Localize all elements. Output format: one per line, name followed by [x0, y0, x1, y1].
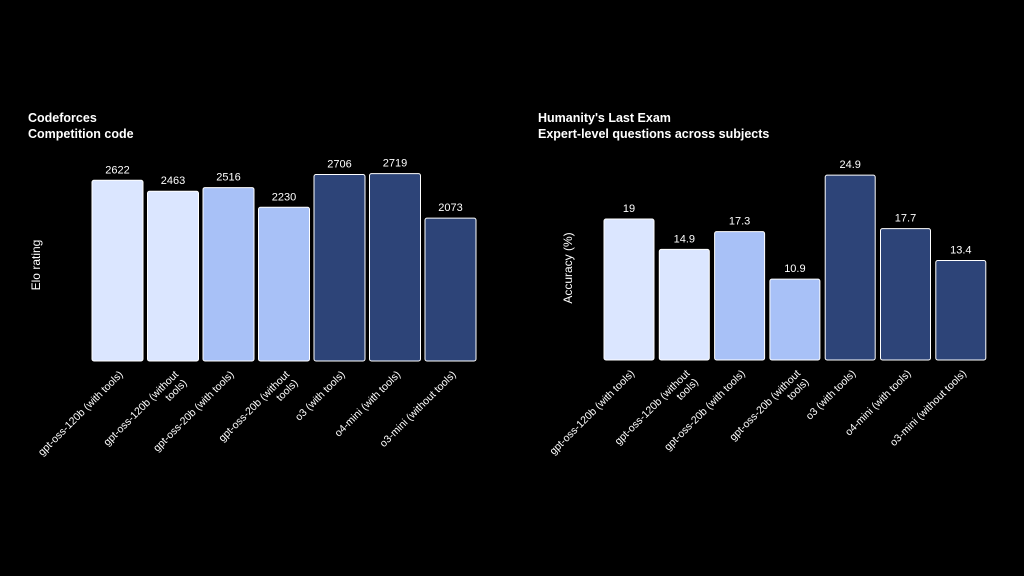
codeforces-chart-title: Codeforces Competition code: [28, 110, 134, 142]
codeforces-bar: [258, 206, 310, 362]
codeforces-title: Codeforces: [28, 111, 97, 125]
hle-value-label: 17.7: [895, 213, 916, 225]
codeforces-value-label: 2719: [383, 158, 407, 170]
codeforces-tick-label: o3 (with tools): [293, 369, 348, 424]
hle-value-label: 14.9: [674, 233, 695, 245]
codeforces-tick-label-line: o3 (with tools): [293, 369, 348, 424]
hle-subtitle: Expert-level questions across subjects: [538, 127, 770, 141]
codeforces-bar: [147, 190, 199, 362]
codeforces-subtitle: Competition code: [28, 127, 134, 141]
codeforces-bar: [424, 217, 477, 362]
codeforces-bar: [369, 173, 421, 362]
codeforces-value-label: 2706: [327, 158, 351, 170]
hle-tick-label-line: o3 (with tools): [804, 368, 859, 423]
codeforces-bar: [202, 187, 255, 362]
codeforces-y-axis-label: Elo rating: [29, 240, 43, 291]
hle-value-label: 13.4: [950, 245, 971, 257]
hle-bar: [824, 174, 876, 361]
codeforces-value-label: 2230: [272, 191, 296, 203]
codeforces-value-label: 2463: [161, 175, 185, 187]
codeforces-bar: [91, 179, 144, 362]
hle-title: Humanity's Last Exam: [538, 111, 671, 125]
hle-bar: [769, 278, 821, 361]
codeforces-bar: [313, 173, 366, 362]
hle-tick-label: o3 (with tools): [804, 368, 859, 423]
codeforces-value-label: 2073: [438, 202, 462, 214]
hle-chart-title: Humanity's Last Exam Expert-level questi…: [538, 110, 769, 142]
hle-value-label: 17.3: [729, 216, 750, 228]
hle-value-label: 19: [623, 203, 635, 215]
hle-value-label: 10.9: [784, 263, 805, 275]
hle-bar: [603, 218, 655, 361]
codeforces-value-label: 2516: [216, 172, 240, 184]
hle-bar: [658, 248, 710, 361]
codeforces-value-label: 2622: [105, 164, 129, 176]
hle-y-axis-label: Accuracy (%): [561, 232, 575, 303]
hle-bar: [880, 228, 931, 361]
hle-value-label: 24.9: [839, 159, 860, 171]
hle-bar: [935, 260, 987, 361]
hle-bar: [714, 231, 766, 361]
